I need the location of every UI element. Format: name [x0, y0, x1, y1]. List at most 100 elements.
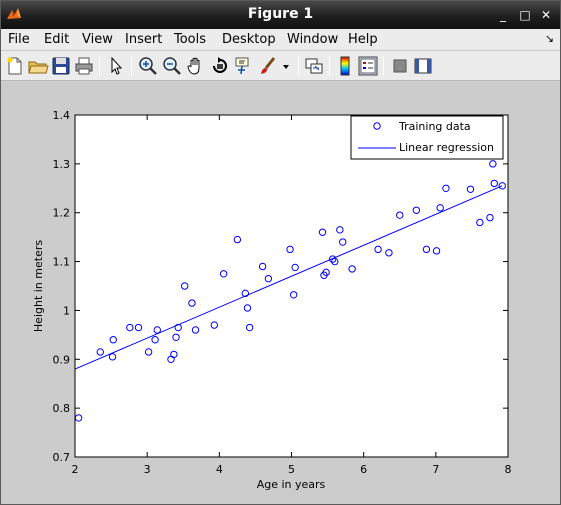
data-point[interactable]: [486, 213, 494, 222]
rotate-3d-icon[interactable]: [209, 55, 231, 77]
menu-window[interactable]: Window: [287, 32, 339, 47]
toolbar-separator: [131, 56, 132, 76]
open-file-icon[interactable]: [27, 55, 49, 77]
y-tick-label: 1.3: [53, 158, 71, 171]
title-bar[interactable]: Figure 1 _ □ ✕: [1, 1, 560, 29]
zoom-out-icon[interactable]: [161, 55, 183, 77]
data-point[interactable]: [151, 336, 159, 344]
data-point[interactable]: [96, 348, 104, 356]
data-point[interactable]: [412, 206, 421, 214]
data-point[interactable]: [498, 182, 506, 190]
data-point[interactable]: [374, 245, 382, 254]
zoom-in-icon[interactable]: [137, 55, 159, 77]
close-button[interactable]: ✕: [540, 8, 552, 22]
data-point[interactable]: [219, 270, 228, 278]
y-tick-label: 0.9: [53, 353, 71, 366]
minimize-button[interactable]: _: [500, 8, 506, 22]
x-tick-label: 8: [505, 463, 512, 476]
data-point[interactable]: [243, 304, 252, 312]
legend[interactable]: Training data Linear regression: [350, 115, 504, 160]
menu-edit[interactable]: Edit: [44, 32, 70, 47]
axes-box[interactable]: [74, 114, 509, 458]
brush-dropdown-icon[interactable]: [280, 55, 292, 77]
data-point[interactable]: [144, 348, 153, 356]
y-tick-label: 1: [63, 304, 70, 317]
hide-plot-tools-icon[interactable]: [389, 55, 411, 77]
data-point[interactable]: [286, 245, 294, 254]
new-figure-icon[interactable]: [4, 55, 26, 77]
x-tick-label: 4: [216, 463, 223, 476]
save-icon[interactable]: [50, 55, 72, 77]
data-point[interactable]: [466, 185, 475, 193]
data-point[interactable]: [348, 265, 356, 273]
brush-icon[interactable]: [257, 55, 279, 77]
data-point[interactable]: [191, 326, 200, 334]
menu-desktop[interactable]: Desktop: [222, 32, 276, 47]
data-point[interactable]: [245, 323, 254, 332]
colorbar-icon[interactable]: [334, 55, 356, 77]
y-tick-label: 0.7: [53, 451, 71, 464]
menu-insert[interactable]: Insert: [125, 32, 163, 47]
data-point[interactable]: [476, 218, 484, 227]
data-point[interactable]: [385, 249, 393, 257]
link-plot-icon[interactable]: [303, 55, 325, 77]
data-point[interactable]: [328, 255, 337, 263]
data-point[interactable]: [188, 299, 196, 307]
dock-arrow-icon[interactable]: ↘: [544, 32, 554, 45]
toolbar-separator: [383, 56, 384, 76]
data-point[interactable]: [432, 247, 441, 255]
data-point[interactable]: [489, 160, 497, 168]
data-point[interactable]: [258, 262, 267, 271]
menu-bar: File Edit View Insert Tools Desktop Wind…: [1, 29, 560, 51]
data-point[interactable]: [322, 268, 330, 277]
data-point[interactable]: [108, 353, 117, 361]
data-point[interactable]: [126, 323, 134, 332]
y-tick-label: 1.4: [53, 109, 71, 122]
data-point[interactable]: [331, 257, 339, 266]
pan-hand-icon[interactable]: [185, 55, 207, 77]
show-plot-tools-icon[interactable]: [412, 55, 434, 77]
edit-plot-arrow-icon[interactable]: [105, 55, 127, 77]
menu-view[interactable]: View: [82, 32, 113, 47]
data-point[interactable]: [422, 245, 431, 254]
y-tick-label: 1.2: [53, 207, 71, 220]
data-point[interactable]: [180, 282, 189, 290]
matlab-logo-icon: [7, 8, 21, 19]
data-point[interactable]: [109, 336, 117, 344]
data-point[interactable]: [264, 274, 273, 283]
data-point[interactable]: [436, 204, 444, 212]
toolbar-separator: [99, 56, 100, 76]
menu-file[interactable]: File: [8, 32, 30, 47]
data-point[interactable]: [396, 211, 404, 219]
toolbar-separator: [298, 56, 299, 76]
data-point[interactable]: [172, 333, 180, 342]
data-point[interactable]: [291, 263, 299, 272]
x-tick-label: 2: [72, 463, 79, 476]
maximize-button[interactable]: □: [519, 8, 531, 22]
regression-line[interactable]: [74, 185, 503, 370]
data-point[interactable]: [210, 321, 218, 329]
data-point[interactable]: [170, 350, 178, 359]
data-point[interactable]: [339, 238, 347, 246]
data-point[interactable]: [134, 323, 143, 332]
toolbar-separator: [329, 56, 330, 76]
data-point[interactable]: [174, 323, 182, 332]
scatter-plot[interactable]: 2 3 4 5 6 7 8 0.7 0.8 0.9 1 1.1 1.2 1.3 1.4 Age in ye…: [1, 82, 560, 504]
data-point[interactable]: [490, 179, 498, 188]
data-point[interactable]: [289, 291, 298, 299]
print-icon[interactable]: [73, 55, 95, 77]
data-point[interactable]: [442, 184, 450, 192]
data-point[interactable]: [153, 326, 161, 334]
y-axis-label: Height in meters: [32, 240, 45, 332]
menu-help[interactable]: Help: [348, 32, 378, 47]
x-tick-label: 3: [144, 463, 151, 476]
data-point[interactable]: [336, 226, 344, 234]
data-point[interactable]: [318, 228, 327, 236]
menu-tools[interactable]: Tools: [174, 32, 207, 47]
data-point[interactable]: [241, 289, 250, 298]
data-cursor-icon[interactable]: [233, 55, 255, 77]
data-point[interactable]: [233, 235, 242, 244]
data-point[interactable]: [74, 414, 83, 422]
x-axis-label: Age in years: [257, 478, 326, 491]
legend-icon[interactable]: [357, 55, 379, 77]
